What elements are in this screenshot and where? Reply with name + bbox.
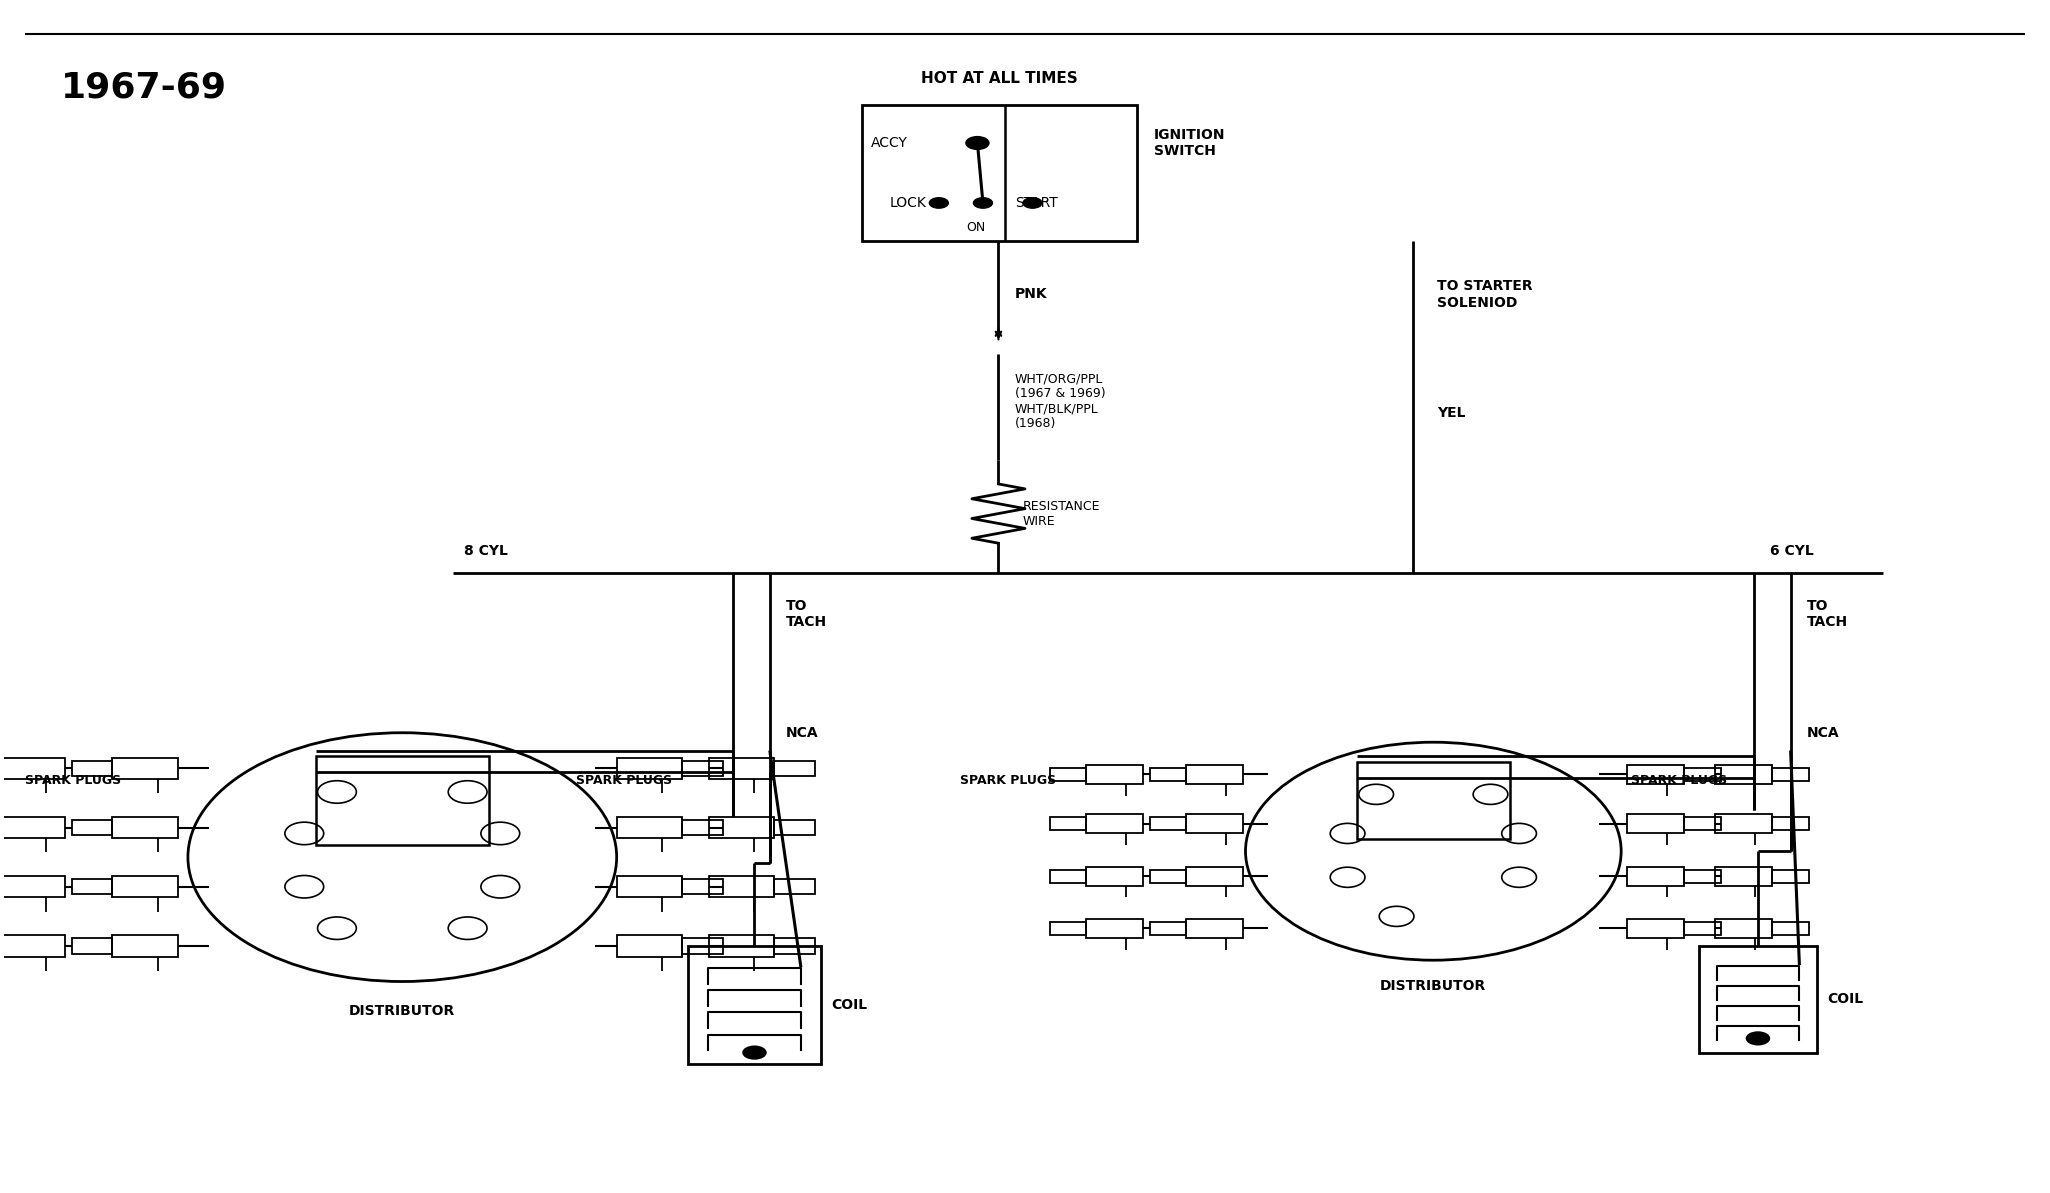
Bar — [113, 817, 178, 839]
Bar — [1187, 866, 1244, 885]
Bar — [617, 876, 683, 897]
Bar — [683, 938, 724, 953]
Bar — [709, 817, 773, 839]
Text: COIL: COIL — [830, 999, 867, 1012]
Bar — [773, 938, 814, 953]
Bar — [1187, 919, 1244, 938]
Bar — [1685, 922, 1722, 935]
Circle shape — [742, 1045, 767, 1059]
Bar — [1086, 919, 1144, 938]
Text: TO
TACH: TO TACH — [785, 599, 828, 630]
Bar — [1699, 946, 1816, 1052]
Circle shape — [966, 136, 990, 150]
Bar — [1187, 765, 1244, 784]
Text: DISTRIBUTOR: DISTRIBUTOR — [1380, 979, 1486, 994]
Bar — [1150, 767, 1187, 780]
Bar — [1086, 815, 1144, 834]
Text: ACCY: ACCY — [871, 136, 908, 150]
Text: 8 CYL: 8 CYL — [463, 544, 508, 558]
Bar — [683, 879, 724, 895]
Text: LOCK: LOCK — [890, 196, 927, 210]
Bar — [1086, 765, 1144, 784]
Text: SPARK PLUGS: SPARK PLUGS — [959, 773, 1056, 786]
Bar — [316, 756, 490, 846]
Bar — [1716, 815, 1773, 834]
Bar — [683, 761, 724, 775]
Bar — [709, 758, 773, 779]
Bar — [773, 761, 814, 775]
Text: SPARK PLUGS: SPARK PLUGS — [576, 773, 672, 786]
Text: TO STARTER
SOLENIOD: TO STARTER SOLENIOD — [1437, 279, 1533, 309]
Bar — [1628, 765, 1685, 784]
Bar — [773, 879, 814, 895]
Bar — [113, 758, 178, 779]
Bar — [72, 938, 113, 953]
Bar — [113, 876, 178, 897]
Text: RESISTANCE
WIRE: RESISTANCE WIRE — [1023, 500, 1101, 527]
Bar — [1086, 866, 1144, 885]
Bar — [1050, 817, 1086, 830]
Bar — [617, 758, 683, 779]
Bar — [72, 820, 113, 835]
Text: TO
TACH: TO TACH — [1806, 599, 1849, 630]
Text: SPARK PLUGS: SPARK PLUGS — [1632, 773, 1728, 786]
Text: NCA: NCA — [785, 725, 818, 740]
Text: PNK: PNK — [1015, 288, 1048, 302]
Bar — [1716, 866, 1773, 885]
Bar — [683, 820, 724, 835]
Bar — [1150, 922, 1187, 935]
Text: COIL: COIL — [1827, 993, 1863, 1006]
Bar — [709, 876, 773, 897]
Text: YEL: YEL — [1437, 406, 1466, 420]
Bar — [72, 761, 113, 775]
Bar — [0, 817, 66, 839]
Bar — [617, 817, 683, 839]
Bar — [1773, 817, 1808, 830]
Bar — [617, 935, 683, 957]
Bar — [1685, 817, 1722, 830]
Text: IGNITION
SWITCH: IGNITION SWITCH — [1154, 128, 1226, 159]
Text: SPARK PLUGS: SPARK PLUGS — [25, 773, 121, 786]
Bar — [709, 935, 773, 957]
Bar — [0, 876, 66, 897]
Bar — [1716, 765, 1773, 784]
Text: WHT/ORG/PPL
(1967 & 1969)
WHT/BLK/PPL
(1968): WHT/ORG/PPL (1967 & 1969) WHT/BLK/PPL (1… — [1015, 372, 1105, 429]
Text: DISTRIBUTOR: DISTRIBUTOR — [348, 1005, 455, 1018]
Bar — [1187, 815, 1244, 834]
Text: START: START — [1015, 196, 1058, 210]
Bar — [1050, 767, 1086, 780]
Circle shape — [1023, 197, 1043, 209]
Bar — [113, 935, 178, 957]
Bar — [689, 946, 820, 1064]
Bar — [1773, 870, 1808, 883]
Circle shape — [929, 197, 949, 209]
Bar — [861, 105, 1138, 241]
Bar — [773, 820, 814, 835]
Text: NCA: NCA — [1806, 725, 1839, 740]
Circle shape — [974, 197, 992, 209]
Bar — [0, 758, 66, 779]
Bar — [1628, 919, 1685, 938]
Bar — [0, 935, 66, 957]
Bar — [1150, 817, 1187, 830]
Bar — [1716, 919, 1773, 938]
Bar — [72, 879, 113, 895]
Bar — [1773, 922, 1808, 935]
Circle shape — [1747, 1031, 1771, 1045]
Text: ON: ON — [966, 221, 986, 234]
Bar — [1357, 762, 1511, 840]
Bar — [1050, 870, 1086, 883]
Bar — [1050, 922, 1086, 935]
Bar — [1685, 767, 1722, 780]
Bar — [1685, 870, 1722, 883]
Text: 1967-69: 1967-69 — [62, 70, 228, 104]
Text: 6 CYL: 6 CYL — [1771, 544, 1814, 558]
Text: HOT AT ALL TIMES: HOT AT ALL TIMES — [920, 72, 1078, 86]
Bar — [1628, 866, 1685, 885]
Bar — [1773, 767, 1808, 780]
Bar — [1628, 815, 1685, 834]
Bar — [1150, 870, 1187, 883]
